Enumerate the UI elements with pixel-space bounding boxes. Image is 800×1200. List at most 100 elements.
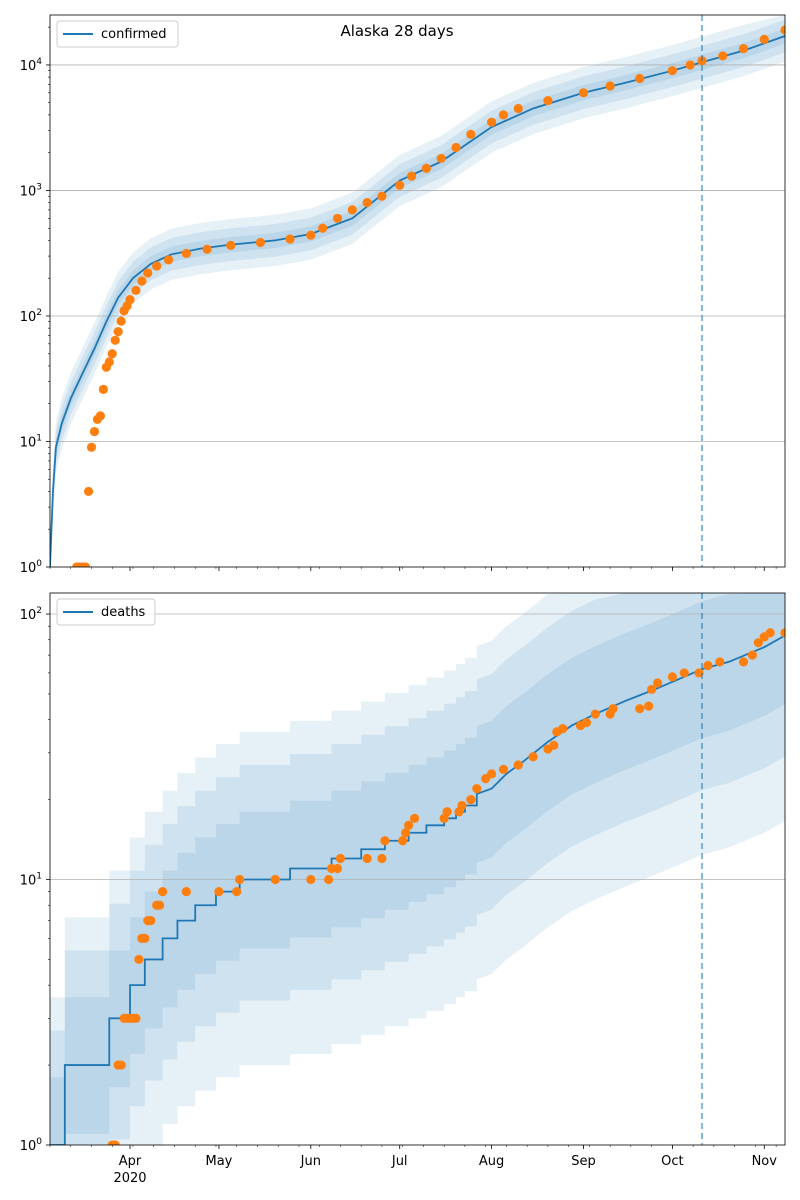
observed-point: [86, 442, 97, 452]
observed-point: [644, 701, 654, 711]
observed-point: [442, 807, 452, 817]
observed-point: [113, 327, 123, 337]
x-tick-label: Aug: [479, 1154, 504, 1169]
observed-point: [581, 717, 592, 728]
x-tick-label: Sep: [571, 1154, 596, 1169]
observed-point: [652, 678, 663, 688]
observed-point: [780, 628, 785, 638]
confirmed-legend: confirmed: [56, 20, 179, 48]
observed-point: [116, 1060, 126, 1070]
observed-point: [202, 244, 212, 254]
observed-point: [362, 198, 372, 208]
observed-point: [107, 349, 117, 359]
observed-point: [747, 650, 757, 660]
observed-point: [436, 153, 446, 164]
observed-point: [498, 110, 509, 120]
observed-point: [181, 887, 191, 897]
observed-point: [140, 933, 150, 944]
x-tick-label: Oct: [661, 1154, 683, 1169]
observed-point: [143, 268, 153, 278]
observed-point: [362, 853, 372, 864]
observed-point: [679, 668, 689, 678]
observed-point: [377, 191, 387, 201]
observed-point: [780, 25, 785, 35]
observed-point: [398, 836, 408, 846]
observed-point: [134, 954, 144, 965]
x-axis: Apr May Jun Jul Aug Sep Oct Nov 2020: [113, 1154, 777, 1186]
observed-point: [543, 95, 553, 106]
axes-frame: [49, 592, 786, 1146]
observed-point: [558, 724, 568, 734]
observed-point: [466, 794, 476, 805]
x-tick-label: Nov: [752, 1154, 778, 1169]
uncertainty-band: [50, 593, 785, 1145]
observed-point: [323, 874, 334, 885]
observed-point: [306, 874, 316, 885]
observed-point: [377, 853, 387, 864]
deaths-uncertainty-bands: [50, 593, 785, 1145]
deaths-legend: deaths: [56, 598, 156, 626]
observed-point: [486, 769, 497, 779]
observed-point: [404, 820, 414, 830]
observed-point: [214, 887, 224, 897]
observed-point: [765, 628, 775, 638]
observed-point: [232, 887, 242, 897]
observed-point: [605, 81, 615, 91]
x-tick-label: May: [205, 1154, 232, 1169]
observed-point: [158, 887, 168, 897]
observed-point: [131, 1013, 141, 1023]
confirmed-axes: 100 101 102 103 104: [20, 14, 786, 576]
observed-point: [80, 562, 91, 567]
observed-point: [578, 88, 589, 98]
observed-point: [110, 335, 120, 345]
observed-point: [155, 900, 165, 910]
observed-point: [635, 704, 645, 714]
observed-point: [513, 103, 523, 114]
observed-point: [131, 285, 141, 295]
observed-point: [738, 43, 749, 54]
observed-point: [528, 752, 538, 762]
observed-point: [332, 213, 343, 223]
observed-point: [513, 760, 523, 770]
observed-point: [95, 411, 105, 421]
deaths-panel: 100 101 102 deaths: [20, 592, 786, 1154]
confirmed-panel: 100 101 102 103 104 confirmed: [20, 14, 786, 576]
observed-point: [759, 34, 769, 44]
confirmed-observed-points: [72, 25, 785, 567]
observed-point: [738, 657, 749, 667]
observed-point: [83, 486, 94, 497]
y-tick-label: 101: [20, 433, 42, 450]
chart-title: Alaska 28 days: [340, 22, 453, 40]
legend-box: [56, 20, 179, 48]
observed-point: [116, 316, 126, 326]
observed-point: [335, 853, 346, 864]
observed-point: [451, 142, 461, 153]
observed-point: [98, 384, 108, 395]
observed-point: [486, 117, 497, 127]
observed-point: [635, 73, 645, 84]
observed-point: [608, 704, 618, 714]
observed-point: [270, 874, 280, 885]
uncertainty-band: [50, 19, 785, 567]
observed-point: [406, 171, 417, 181]
observed-point: [89, 426, 100, 437]
observed-point: [498, 764, 509, 774]
observed-point: [380, 836, 390, 846]
uncertainty-band: [50, 593, 785, 1145]
observed-point: [647, 684, 657, 695]
observed-point: [125, 295, 135, 305]
confirmed-model-line: [50, 35, 785, 567]
legend-box: [56, 598, 156, 626]
observed-point: [590, 709, 600, 719]
y-tick-label: 102: [20, 606, 42, 623]
observed-point: [395, 180, 405, 190]
y-tick-label: 101: [20, 872, 42, 889]
observed-point: [401, 828, 411, 838]
y-tick-label: 102: [20, 308, 42, 325]
observed-point: [110, 1140, 120, 1145]
observed-point: [718, 51, 728, 61]
observed-point: [667, 672, 677, 682]
uncertainty-band: [50, 28, 785, 567]
observed-point: [146, 916, 156, 926]
observed-point: [549, 740, 559, 750]
